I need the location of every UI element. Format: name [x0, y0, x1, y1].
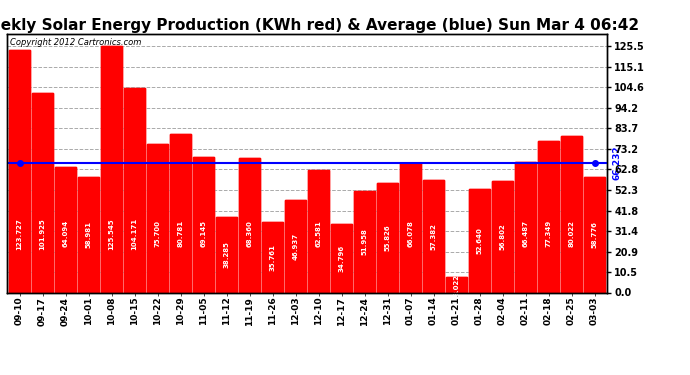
Bar: [469, 189, 490, 292]
Bar: [262, 222, 283, 292]
Bar: [78, 177, 99, 292]
Text: 52.640: 52.640: [477, 228, 482, 254]
Bar: [170, 134, 191, 292]
Bar: [101, 46, 122, 292]
Bar: [147, 144, 168, 292]
Bar: [400, 163, 421, 292]
Bar: [423, 180, 444, 292]
Bar: [492, 181, 513, 292]
Bar: [32, 93, 53, 292]
Bar: [515, 162, 536, 292]
Text: 64.094: 64.094: [63, 220, 68, 248]
Bar: [446, 277, 467, 292]
Bar: [124, 88, 145, 292]
Bar: [308, 170, 329, 292]
Text: 66.078: 66.078: [408, 220, 413, 247]
Text: 77.349: 77.349: [546, 220, 551, 248]
Text: 55.826: 55.826: [384, 225, 391, 251]
Text: 46.937: 46.937: [293, 233, 299, 260]
Bar: [9, 50, 30, 292]
Bar: [170, 134, 191, 292]
Bar: [239, 159, 260, 292]
Bar: [331, 224, 352, 292]
Text: 80.781: 80.781: [177, 220, 184, 247]
Text: 66.487: 66.487: [522, 220, 529, 247]
Bar: [538, 141, 559, 292]
Text: 66.232: 66.232: [613, 146, 622, 180]
Bar: [584, 177, 605, 292]
Bar: [101, 46, 122, 292]
Bar: [446, 277, 467, 292]
Bar: [538, 141, 559, 292]
Bar: [9, 50, 30, 292]
Bar: [239, 159, 260, 292]
Text: 68.360: 68.360: [246, 220, 253, 247]
Bar: [377, 183, 398, 292]
Bar: [492, 181, 513, 292]
Text: 66.232: 66.232: [0, 146, 1, 180]
Title: Weekly Solar Energy Production (KWh red) & Average (blue) Sun Mar 4 06:42: Weekly Solar Energy Production (KWh red)…: [0, 18, 640, 33]
Bar: [354, 190, 375, 292]
Bar: [584, 177, 605, 292]
Bar: [124, 88, 145, 292]
Text: 75.700: 75.700: [155, 220, 161, 247]
Bar: [193, 157, 214, 292]
Text: 38.285: 38.285: [224, 242, 230, 268]
Bar: [32, 93, 53, 292]
Bar: [354, 190, 375, 292]
Bar: [285, 201, 306, 292]
Bar: [55, 167, 76, 292]
Bar: [78, 177, 99, 292]
Bar: [331, 224, 352, 292]
Text: 58.981: 58.981: [86, 221, 92, 248]
Bar: [400, 163, 421, 292]
Text: 8.022: 8.022: [453, 274, 460, 296]
Bar: [377, 183, 398, 292]
Text: 125.545: 125.545: [108, 218, 115, 249]
Bar: [469, 189, 490, 292]
Bar: [515, 162, 536, 292]
Bar: [193, 157, 214, 292]
Text: 123.727: 123.727: [17, 218, 23, 250]
Text: 101.925: 101.925: [39, 218, 46, 250]
Text: 51.958: 51.958: [362, 228, 368, 255]
Bar: [55, 167, 76, 292]
Text: 57.382: 57.382: [431, 223, 437, 250]
Bar: [561, 136, 582, 292]
Bar: [147, 144, 168, 292]
Bar: [561, 136, 582, 292]
Text: 80.022: 80.022: [569, 220, 575, 247]
Text: 58.776: 58.776: [591, 222, 598, 248]
Bar: [216, 217, 237, 292]
Text: 62.581: 62.581: [315, 220, 322, 247]
Text: 56.802: 56.802: [500, 224, 506, 250]
Bar: [423, 180, 444, 292]
Bar: [308, 170, 329, 292]
Text: 104.171: 104.171: [132, 217, 137, 250]
Text: Copyright 2012 Cartronics.com: Copyright 2012 Cartronics.com: [10, 38, 141, 46]
Text: 34.796: 34.796: [339, 245, 344, 272]
Text: 35.761: 35.761: [270, 244, 275, 271]
Bar: [285, 201, 306, 292]
Text: 69.145: 69.145: [201, 220, 206, 247]
Bar: [216, 217, 237, 292]
Bar: [262, 222, 283, 292]
